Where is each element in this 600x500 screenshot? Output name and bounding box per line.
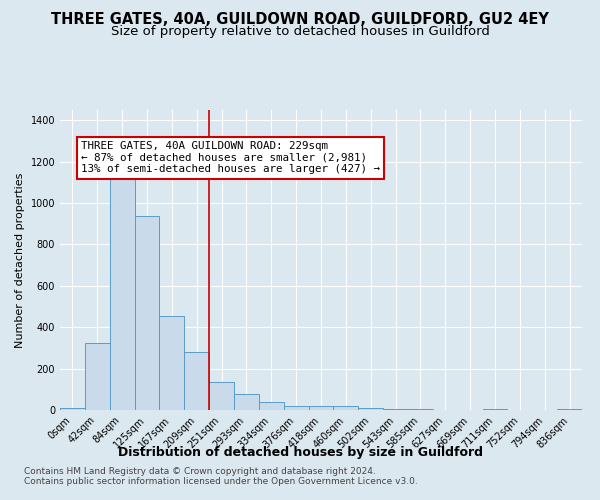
Bar xyxy=(334,406,358,410)
Text: Size of property relative to detached houses in Guildford: Size of property relative to detached ho… xyxy=(110,25,490,38)
Bar xyxy=(234,394,259,410)
Bar xyxy=(209,382,234,410)
Text: THREE GATES, 40A GUILDOWN ROAD: 229sqm
← 87% of detached houses are smaller (2,9: THREE GATES, 40A GUILDOWN ROAD: 229sqm ←… xyxy=(81,141,380,174)
Text: THREE GATES, 40A, GUILDOWN ROAD, GUILDFORD, GU2 4EY: THREE GATES, 40A, GUILDOWN ROAD, GUILDFO… xyxy=(51,12,549,28)
Text: Distribution of detached houses by size in Guildford: Distribution of detached houses by size … xyxy=(118,446,482,459)
Bar xyxy=(482,409,508,410)
Bar xyxy=(284,406,308,410)
Bar xyxy=(60,408,85,410)
Bar xyxy=(259,402,284,410)
Text: Contains HM Land Registry data © Crown copyright and database right 2024.: Contains HM Land Registry data © Crown c… xyxy=(24,467,376,476)
Bar xyxy=(184,352,209,410)
Bar xyxy=(160,316,184,410)
Bar xyxy=(358,408,383,410)
Bar xyxy=(383,409,408,410)
Bar xyxy=(110,178,134,410)
Y-axis label: Number of detached properties: Number of detached properties xyxy=(15,172,25,348)
Bar xyxy=(134,216,160,410)
Bar xyxy=(557,409,582,410)
Text: Contains public sector information licensed under the Open Government Licence v3: Contains public sector information licen… xyxy=(24,477,418,486)
Bar xyxy=(308,406,334,410)
Bar xyxy=(85,343,110,410)
